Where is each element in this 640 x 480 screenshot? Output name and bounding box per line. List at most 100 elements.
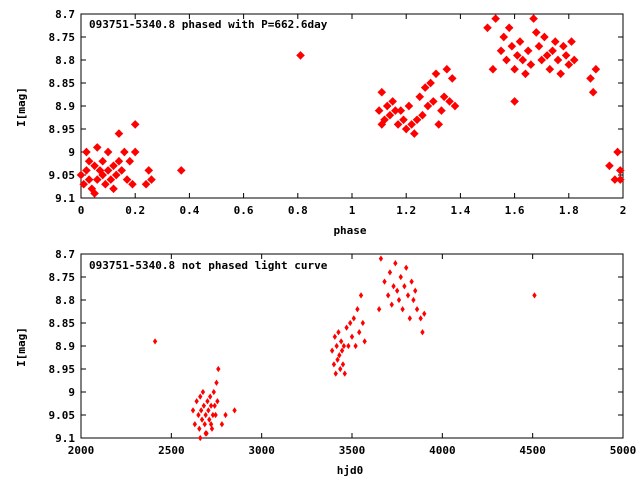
y-axis-title: I[mag] [15,327,28,367]
data-point [84,156,94,166]
x-tick-label: 4500 [519,444,546,457]
plot-frame [80,253,624,439]
data-point [510,64,519,74]
plot-title: 093751-5340.8 phased with P=662.6day [89,18,328,31]
data-point [79,179,89,189]
data-point [385,292,391,299]
data-point [103,147,113,157]
data-point [212,402,217,409]
data-point [540,32,549,42]
y-tick-label: 8.85 [49,317,76,330]
x-tick-label: 0.8 [288,204,308,217]
data-point [335,356,340,363]
data-point [426,78,435,88]
data-point [526,60,536,69]
data-point [615,175,625,184]
data-point [507,41,517,51]
data-points [152,255,537,442]
data-point [588,87,598,97]
y-tick-label: 9 [68,146,75,159]
data-point [502,55,511,65]
data-point [418,315,423,322]
data-point [393,260,398,267]
x-tick-label: 0 [78,204,85,217]
data-point [529,14,538,23]
data-point [515,37,525,46]
y-tick-label: 8.7 [55,8,75,21]
data-point [402,283,407,290]
data-point [445,97,454,106]
y-tick-label: 8.95 [49,363,76,376]
data-point [147,175,156,184]
data-point [219,421,225,428]
data-point [548,46,557,56]
data-point [84,175,94,184]
data-point [395,287,400,294]
data-point [450,101,460,111]
data-point [499,32,509,42]
data-point [411,296,416,304]
data-point [144,166,154,175]
data-point [128,179,137,189]
y-tick-label: 9.05 [49,169,76,182]
data-point [332,333,338,340]
x-tick-label: 1.4 [450,204,470,217]
data-point [211,388,216,396]
data-point [391,283,396,290]
data-point [512,51,522,60]
data-point [380,115,389,125]
data-point [176,166,186,175]
x-ticks: 0 0.2 0.4 0.6 0.8 1 1.2 1.4 1.6 1.8 2 [78,14,626,217]
data-point [90,161,99,171]
data-point [431,69,441,79]
data-point [422,310,427,317]
data-point [109,184,118,194]
data-point [106,175,116,184]
data-point [537,55,547,65]
data-point [198,407,204,414]
x-tick-label: 5000 [610,444,637,457]
x-tick-label: 1.8 [559,204,579,217]
y-tick-label: 8.75 [49,31,76,44]
data-point [420,329,425,336]
data-point [377,87,387,97]
y-tick-label: 9.05 [49,409,76,422]
x-tick-label: 1.2 [396,204,416,217]
data-point [103,166,113,175]
x-tick-label: 3500 [339,444,366,457]
y-tick-label: 8.85 [49,77,76,90]
data-point [378,255,384,262]
data-point [232,407,237,414]
data-point [491,14,500,23]
data-point [556,69,565,79]
y-tick-label: 9.1 [55,192,75,205]
data-point [420,83,430,92]
plot-title: 093751-5340.8 not phased light curve [89,259,328,272]
data-point [357,329,362,336]
data-point [389,301,394,308]
data-point [428,97,438,106]
data-point [586,74,595,83]
data-point [197,425,202,432]
data-point [114,129,124,138]
data-point [340,361,346,368]
data-point [591,64,601,74]
data-point [532,292,537,299]
y-tick-label: 9.1 [55,432,75,445]
data-point [418,110,427,120]
data-point [202,421,207,428]
data-point [362,338,367,345]
data-point [208,421,214,428]
data-point [447,74,457,83]
data-point [98,156,107,166]
data-point [338,338,344,345]
data-point [207,416,212,423]
data-point [338,365,343,373]
data-point [111,170,121,180]
data-point [564,60,574,69]
data-point [331,361,337,368]
data-point [553,55,563,65]
data-point [98,170,107,180]
data-point [396,296,402,304]
data-point [410,129,419,138]
